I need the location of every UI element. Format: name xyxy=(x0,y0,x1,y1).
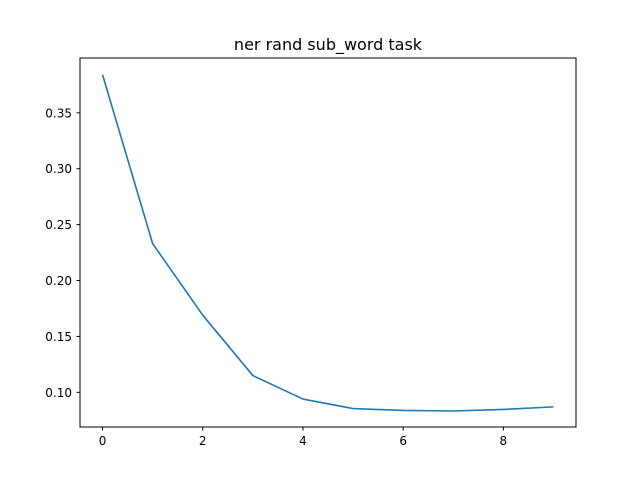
x-tick-label: 2 xyxy=(199,434,207,448)
y-tick-label: 0.25 xyxy=(45,218,72,232)
x-tick-label: 8 xyxy=(500,434,508,448)
y-tick-label: 0.10 xyxy=(45,386,72,400)
x-tick-label: 0 xyxy=(99,434,107,448)
y-tick-label: 0.20 xyxy=(45,274,72,288)
y-tick-label: 0.15 xyxy=(45,330,72,344)
y-tick-label: 0.30 xyxy=(45,162,72,176)
x-tick-label: 4 xyxy=(299,434,307,448)
x-tick-label: 6 xyxy=(399,434,407,448)
x-axis: 0 2 4 6 8 xyxy=(99,427,507,448)
plot-area xyxy=(101,74,554,412)
series-line-0 xyxy=(101,74,554,412)
y-axis: 0.10 0.15 0.20 0.25 0.30 0.35 xyxy=(45,106,80,400)
y-tick-label: 0.35 xyxy=(45,106,72,120)
chart-title: ner rand sub_word task xyxy=(234,35,423,55)
axes-frame xyxy=(79,57,577,428)
